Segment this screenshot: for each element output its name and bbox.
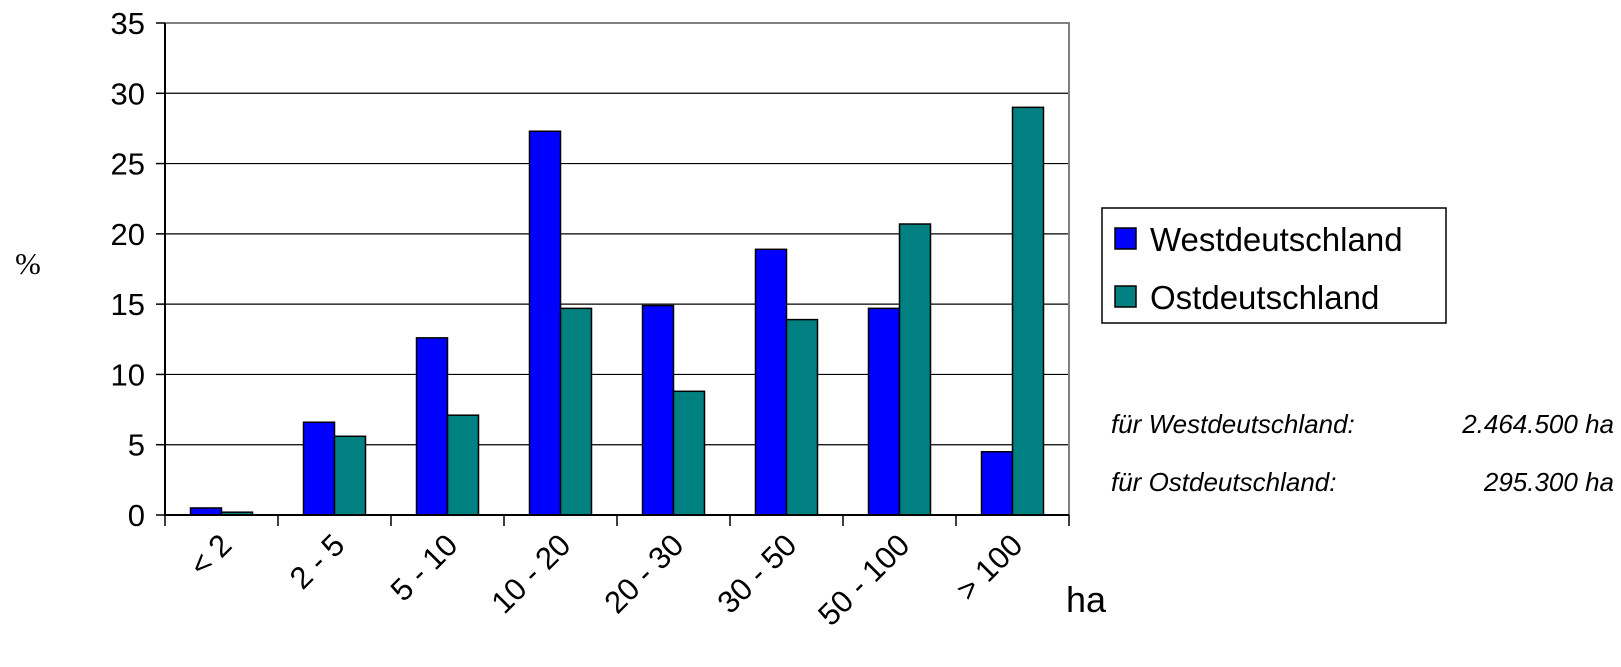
- x-axis-label: ha: [1066, 579, 1107, 620]
- legend-swatch-ostdeutschland: [1114, 285, 1137, 308]
- bar-westdeutschland-5: [754, 248, 788, 516]
- bar-ostdeutschland-2: [446, 414, 480, 516]
- y-tick-label: 0: [128, 498, 145, 533]
- legend-label-westdeutschland: Westdeutschland: [1150, 221, 1403, 258]
- bar-ostdeutschland-6: [898, 223, 932, 516]
- x-tick-label: 20 - 30: [597, 527, 690, 620]
- annotation-west-value: 2.464.500 ha: [1461, 409, 1614, 439]
- axes: [156, 22, 1070, 526]
- legend-frame: [1101, 207, 1447, 324]
- legend: Westdeutschland Ostdeutschland: [1101, 207, 1447, 324]
- x-tick-label: 2 - 5: [283, 527, 352, 596]
- y-tick-label: 35: [111, 6, 145, 41]
- x-tick-labels: < 2 2 - 5 5 - 10 10 - 20 20 - 30 30 - 50 50 - …: [183, 527, 1030, 632]
- annotation-ost-value: 295.300 ha: [1483, 467, 1614, 497]
- y-tick-labels: 0 5 10 15 20 25 30 35: [111, 6, 145, 533]
- gridlines: [165, 92, 1069, 446]
- bar-ostdeutschland-3: [559, 307, 593, 516]
- bar-ostdeutschland-7: [1011, 106, 1045, 516]
- y-tick-label: 20: [111, 217, 145, 252]
- bar-westdeutschland-1: [302, 421, 336, 516]
- bar-westdeutschland-0: [189, 507, 223, 516]
- y-tick-label: 15: [111, 287, 145, 322]
- y-tick-label: 25: [111, 147, 145, 182]
- x-tick-label: 50 - 100: [811, 527, 916, 632]
- x-tick-label: 10 - 20: [484, 527, 577, 620]
- bar-westdeutschland-6: [867, 307, 901, 516]
- x-tick-label: 5 - 10: [384, 527, 465, 608]
- legend-swatch-westdeutschland: [1114, 227, 1137, 250]
- annotations: für Westdeutschland: 2.464.500 ha für Os…: [1111, 409, 1614, 497]
- y-tick-label: 30: [111, 76, 145, 111]
- x-tick-label: < 2: [183, 527, 239, 583]
- legend-label-ostdeutschland: Ostdeutschland: [1150, 279, 1379, 316]
- bar-ostdeutschland-5: [785, 318, 819, 516]
- bar-westdeutschland-2: [415, 337, 449, 516]
- y-tick-label: 10: [111, 357, 145, 392]
- bar-westdeutschland-4: [641, 304, 675, 516]
- y-tick-label: 5: [128, 428, 145, 463]
- bars: [189, 106, 1045, 516]
- bar-ostdeutschland-4: [672, 390, 706, 516]
- annotation-ost-label: für Ostdeutschland:: [1111, 467, 1336, 497]
- bar-ostdeutschland-1: [333, 435, 367, 516]
- x-tick-label: > 100: [949, 527, 1029, 607]
- plot-area-frame: [164, 22, 1070, 516]
- y-axis-label: %: [15, 246, 41, 281]
- annotation-west-label: für Westdeutschland:: [1111, 409, 1355, 439]
- x-tick-label: 30 - 50: [710, 527, 803, 620]
- bar-westdeutschland-3: [528, 130, 562, 516]
- bar-westdeutschland-7: [980, 450, 1014, 516]
